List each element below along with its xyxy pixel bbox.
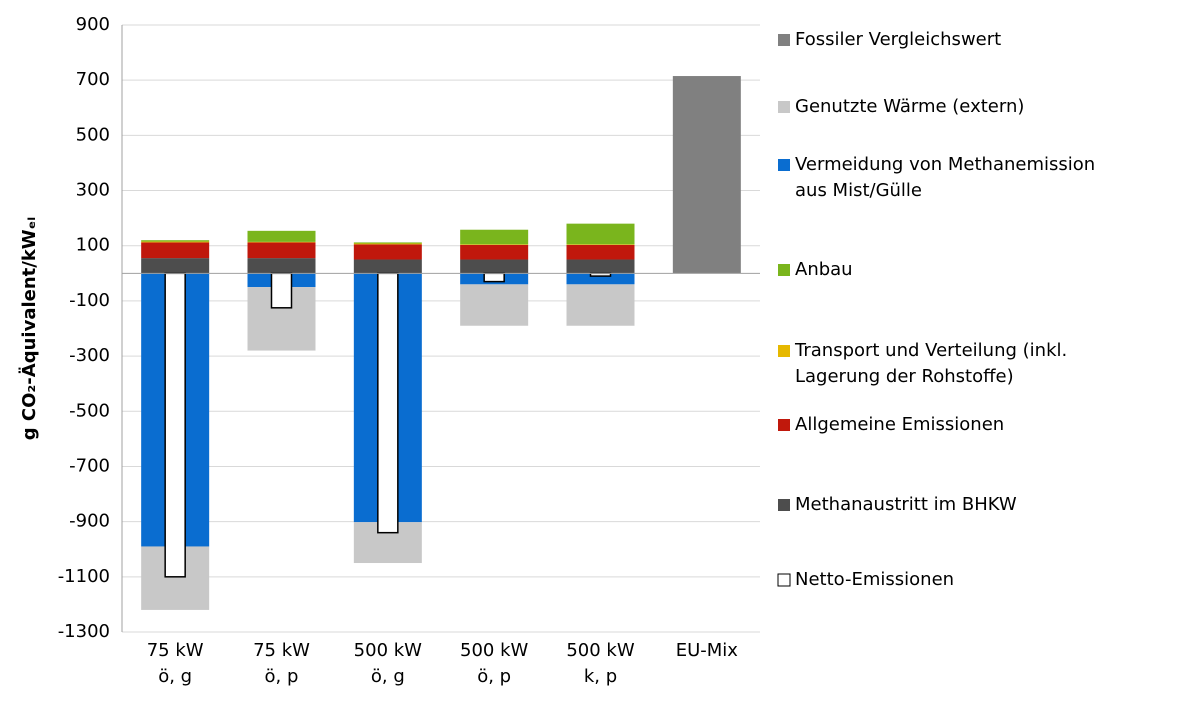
legend-swatch (777, 573, 791, 587)
x-tick-label: 500 kW k, p (566, 640, 635, 687)
net-bar (377, 272, 399, 534)
bar-segment (566, 284, 635, 326)
bar-segment (566, 259, 635, 274)
bar-segment (247, 242, 316, 259)
legend-label: Allgemeine Emissionen (795, 414, 1005, 435)
bar-segment (353, 244, 422, 260)
bar-segment (566, 223, 635, 245)
bar-segment (247, 241, 316, 243)
bar-segment (247, 258, 316, 274)
net-bar (270, 272, 293, 309)
bar-segment (672, 76, 741, 274)
net-bar (164, 272, 186, 578)
legend-swatch (778, 419, 790, 431)
y-axis-label: g CO₂-Äquivalent/kWₑₗ (18, 217, 40, 440)
legend-label: Genutzte Wärme (extern) (795, 96, 1025, 117)
bar-segment (460, 244, 529, 260)
y-tick-label: -500 (69, 400, 110, 421)
y-tick-label: -700 (69, 455, 110, 476)
bar-segment (141, 240, 210, 242)
legend-label: Methanaustritt im BHKW (795, 494, 1017, 515)
bar-segment (460, 284, 529, 326)
bar-segment (566, 244, 635, 245)
legend-swatch (778, 101, 790, 113)
x-tick-label: 500 kW ö, p (460, 640, 529, 687)
y-tick-label: -100 (69, 290, 110, 311)
legend-swatch (778, 345, 790, 357)
bar-segment (353, 242, 422, 244)
bar-segment (566, 244, 635, 260)
x-tick-label: 75 kW ö, g (146, 640, 204, 687)
y-tick-label: 300 (76, 180, 110, 201)
y-tick-label: 500 (76, 124, 110, 145)
legend-label: Transport und Verteilung (inkl. Lagerung… (795, 340, 1068, 387)
y-tick-label: -1300 (58, 621, 110, 642)
bar-segment (247, 230, 316, 242)
bar-segment (566, 273, 635, 285)
net-bar (483, 272, 505, 283)
y-tick-label: -900 (69, 511, 110, 532)
legend-label: Anbau (795, 259, 853, 280)
legend-swatch (778, 34, 790, 46)
bar-segment (141, 258, 210, 274)
y-tick-label: 700 (76, 69, 110, 90)
legend-label: Netto-Emissionen (795, 569, 955, 590)
bar-segment (353, 243, 422, 245)
bar-segment (353, 259, 422, 274)
legend-swatch (778, 159, 790, 171)
bar-segment (141, 241, 210, 243)
bar-segment (460, 244, 529, 245)
bar-segment (141, 242, 210, 259)
x-tick-label: 75 kW ö, p (253, 640, 310, 687)
bar-segment (460, 229, 529, 245)
x-tick-label: 500 kW ö, g (353, 640, 422, 687)
x-tick-label: EU-Mix (675, 640, 738, 661)
y-tick-label: 100 (76, 235, 110, 256)
y-tick-label: 900 (76, 14, 110, 35)
legend-label: Vermeidung von Methanemission aus Mist/G… (795, 154, 1096, 201)
y-tick-label: -1100 (58, 566, 110, 587)
legend-label: Fossiler Vergleichswert (795, 29, 1002, 50)
legend-swatch (778, 264, 790, 276)
bar-segment (460, 259, 529, 274)
legend-swatch (778, 499, 790, 511)
y-tick-label: -300 (69, 345, 110, 366)
